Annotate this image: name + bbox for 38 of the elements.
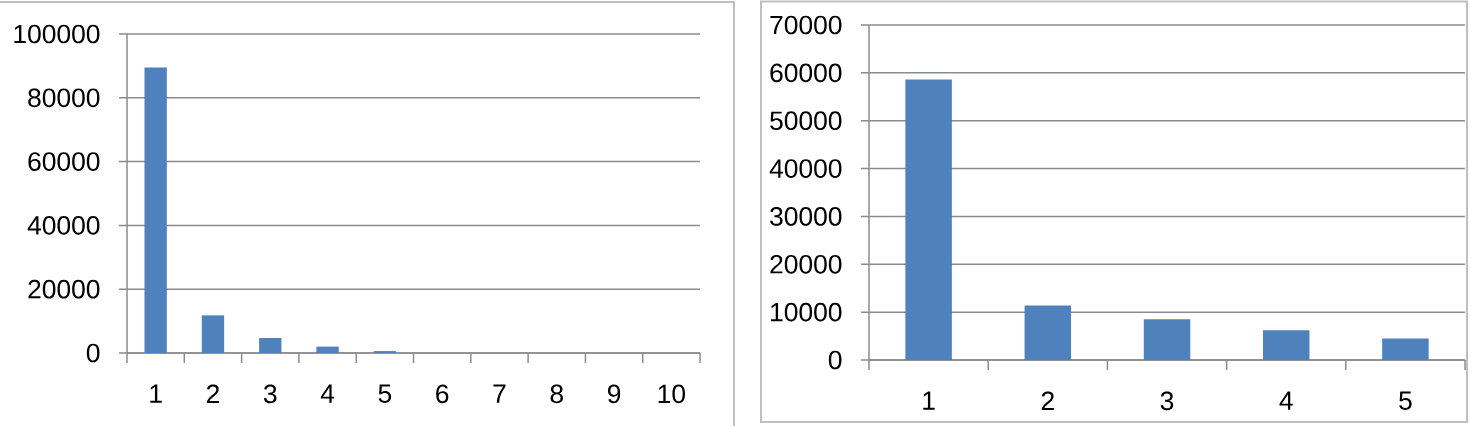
- x-tick-label: 1: [150, 384, 162, 403]
- y-tick-label: 100000: [14, 24, 100, 44]
- y-tick-label: 60000: [770, 63, 842, 83]
- x-tick-label: 3: [1160, 391, 1174, 411]
- y-tick-label: 30000: [770, 207, 842, 226]
- x-tick-label: 9: [607, 384, 621, 404]
- bar: [201, 315, 225, 353]
- y-tick-label: 0: [828, 350, 842, 370]
- y-tick-label: 70000: [770, 15, 842, 35]
- y-tick-label: 40000: [769, 159, 842, 178]
- bar: [1143, 319, 1191, 360]
- bar: [259, 338, 282, 353]
- y-tick-label: 0: [86, 343, 100, 363]
- y-tick-label: 20000: [770, 254, 842, 274]
- y-tick-label: 20000: [28, 279, 100, 299]
- bar: [1024, 305, 1072, 360]
- x-tick-label: 2: [1041, 391, 1054, 410]
- y-tick-label: 50000: [770, 111, 842, 131]
- bar: [1262, 330, 1310, 360]
- y-tick-label: 40000: [27, 216, 100, 235]
- x-tick-label: 5: [1399, 391, 1412, 410]
- bar: [316, 346, 339, 353]
- x-tick-label: 7: [493, 384, 506, 403]
- x-tick-label: 10: [658, 384, 686, 404]
- x-tick-label: 3: [263, 384, 277, 404]
- bar: [905, 79, 952, 360]
- bar: [144, 67, 167, 353]
- x-tick-label: 8: [550, 384, 563, 404]
- x-tick-label: 6: [436, 384, 449, 404]
- y-tick-label: 10000: [771, 302, 842, 322]
- bar: [1382, 338, 1429, 360]
- x-tick-label: 2: [206, 384, 219, 403]
- x-tick-label: 1: [923, 391, 935, 410]
- x-tick-label: 5: [378, 384, 392, 403]
- y-tick-label: 60000: [28, 152, 100, 171]
- x-tick-label: 4: [320, 384, 335, 403]
- y-tick-label: 80000: [28, 88, 100, 108]
- x-tick-label: 4: [1279, 391, 1293, 410]
